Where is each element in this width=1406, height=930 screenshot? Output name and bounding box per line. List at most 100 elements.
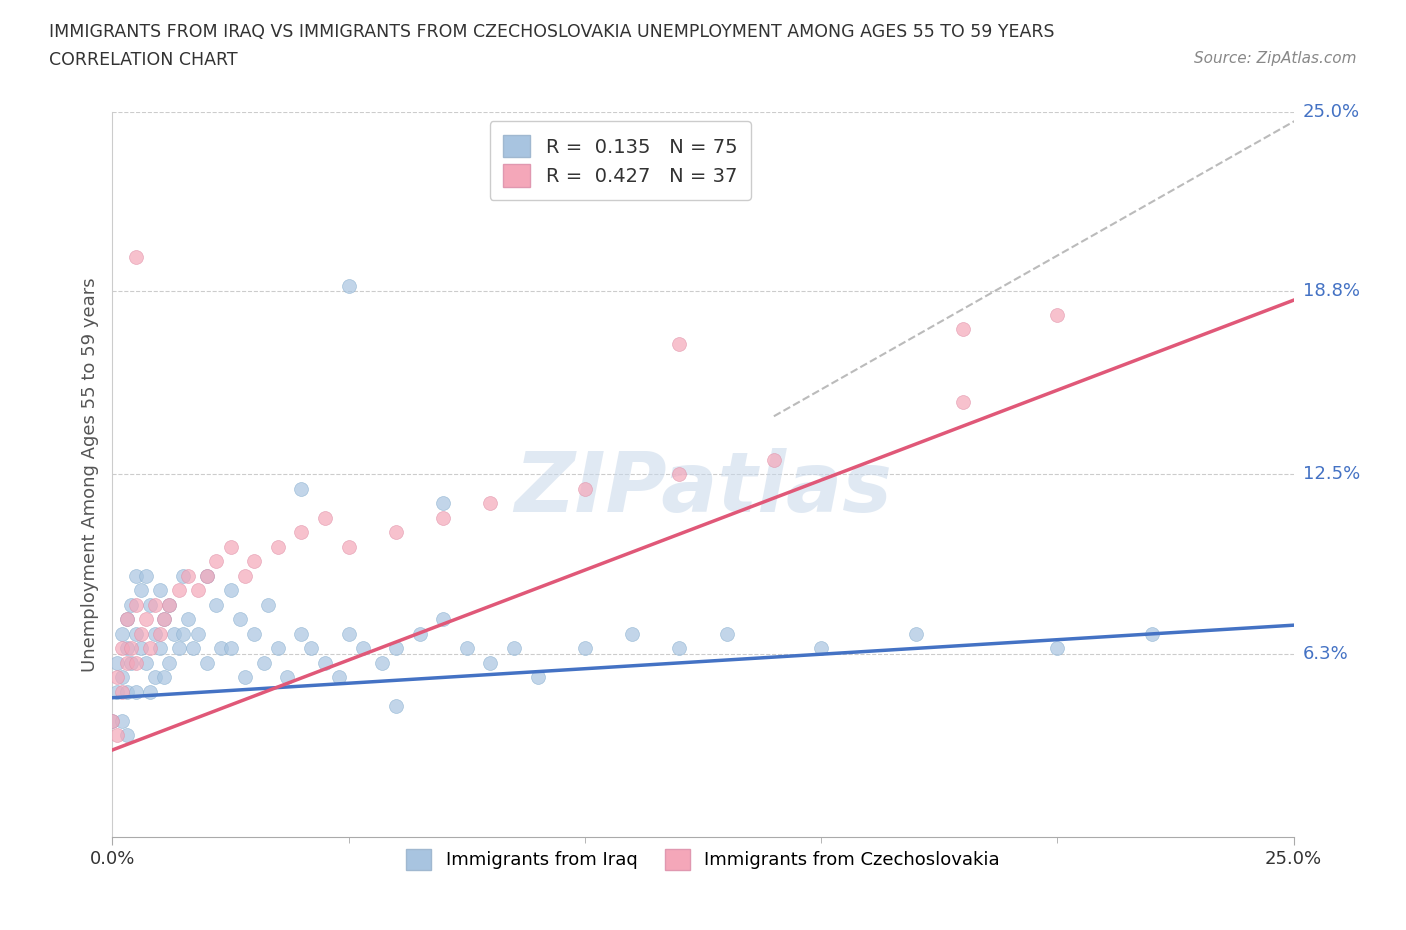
- Point: [337, 627, 360, 642]
- Point: [267, 641, 290, 656]
- Point: [337, 539, 360, 554]
- Point: [115, 656, 138, 671]
- Point: [163, 627, 186, 642]
- Point: [129, 641, 152, 656]
- Point: [195, 568, 218, 583]
- Point: [111, 627, 134, 642]
- Point: [129, 583, 152, 598]
- Point: [503, 641, 526, 656]
- Text: Source: ZipAtlas.com: Source: ZipAtlas.com: [1194, 51, 1357, 66]
- Point: [810, 641, 832, 656]
- Point: [172, 568, 194, 583]
- Point: [111, 713, 134, 728]
- Point: [385, 641, 408, 656]
- Point: [1140, 627, 1163, 642]
- Point: [195, 568, 218, 583]
- Text: 18.8%: 18.8%: [1303, 283, 1360, 300]
- Point: [149, 583, 172, 598]
- Point: [125, 249, 148, 264]
- Text: ZIPatlas: ZIPatlas: [515, 448, 891, 529]
- Point: [105, 670, 128, 684]
- Point: [105, 728, 128, 743]
- Point: [177, 568, 200, 583]
- Point: [209, 641, 232, 656]
- Point: [314, 511, 336, 525]
- Point: [276, 670, 298, 684]
- Point: [952, 394, 974, 409]
- Point: [716, 627, 738, 642]
- Point: [233, 670, 256, 684]
- Point: [337, 278, 360, 293]
- Point: [205, 554, 228, 569]
- Point: [149, 627, 172, 642]
- Point: [1046, 307, 1069, 322]
- Legend: Immigrants from Iraq, Immigrants from Czechoslovakia: Immigrants from Iraq, Immigrants from Cz…: [396, 840, 1010, 879]
- Point: [172, 627, 194, 642]
- Y-axis label: Unemployment Among Ages 55 to 59 years: Unemployment Among Ages 55 to 59 years: [80, 277, 98, 671]
- Point: [371, 656, 394, 671]
- Point: [408, 627, 430, 642]
- Point: [314, 656, 336, 671]
- Point: [153, 612, 176, 627]
- Point: [574, 482, 596, 497]
- Point: [135, 612, 157, 627]
- Point: [253, 656, 276, 671]
- Point: [352, 641, 374, 656]
- Point: [267, 539, 290, 554]
- Point: [479, 656, 502, 671]
- Point: [115, 612, 138, 627]
- Point: [139, 597, 162, 612]
- Point: [432, 511, 454, 525]
- Point: [432, 612, 454, 627]
- Point: [526, 670, 548, 684]
- Text: 12.5%: 12.5%: [1303, 465, 1360, 484]
- Point: [195, 656, 218, 671]
- Point: [157, 656, 180, 671]
- Point: [139, 641, 162, 656]
- Point: [257, 597, 280, 612]
- Point: [101, 713, 124, 728]
- Text: IMMIGRANTS FROM IRAQ VS IMMIGRANTS FROM CZECHOSLOVAKIA UNEMPLOYMENT AMONG AGES 5: IMMIGRANTS FROM IRAQ VS IMMIGRANTS FROM …: [49, 23, 1054, 41]
- Point: [952, 322, 974, 337]
- Point: [115, 641, 138, 656]
- Text: 25.0%: 25.0%: [1303, 102, 1360, 121]
- Point: [125, 684, 148, 699]
- Point: [233, 568, 256, 583]
- Point: [105, 656, 128, 671]
- Point: [129, 627, 152, 642]
- Point: [621, 627, 644, 642]
- Point: [111, 684, 134, 699]
- Point: [299, 641, 322, 656]
- Point: [143, 670, 166, 684]
- Point: [456, 641, 478, 656]
- Point: [243, 554, 266, 569]
- Point: [139, 684, 162, 699]
- Point: [668, 467, 690, 482]
- Point: [668, 337, 690, 352]
- Point: [135, 568, 157, 583]
- Point: [115, 728, 138, 743]
- Point: [149, 641, 172, 656]
- Point: [153, 612, 176, 627]
- Point: [120, 641, 142, 656]
- Point: [101, 713, 124, 728]
- Point: [157, 597, 180, 612]
- Point: [229, 612, 252, 627]
- Point: [290, 525, 312, 539]
- Point: [479, 496, 502, 511]
- Point: [177, 612, 200, 627]
- Point: [762, 452, 785, 467]
- Point: [135, 656, 157, 671]
- Point: [432, 496, 454, 511]
- Point: [167, 583, 190, 598]
- Point: [290, 627, 312, 642]
- Point: [219, 641, 242, 656]
- Point: [157, 597, 180, 612]
- Point: [328, 670, 350, 684]
- Point: [904, 627, 927, 642]
- Point: [120, 656, 142, 671]
- Point: [385, 699, 408, 714]
- Point: [115, 684, 138, 699]
- Point: [111, 670, 134, 684]
- Point: [111, 641, 134, 656]
